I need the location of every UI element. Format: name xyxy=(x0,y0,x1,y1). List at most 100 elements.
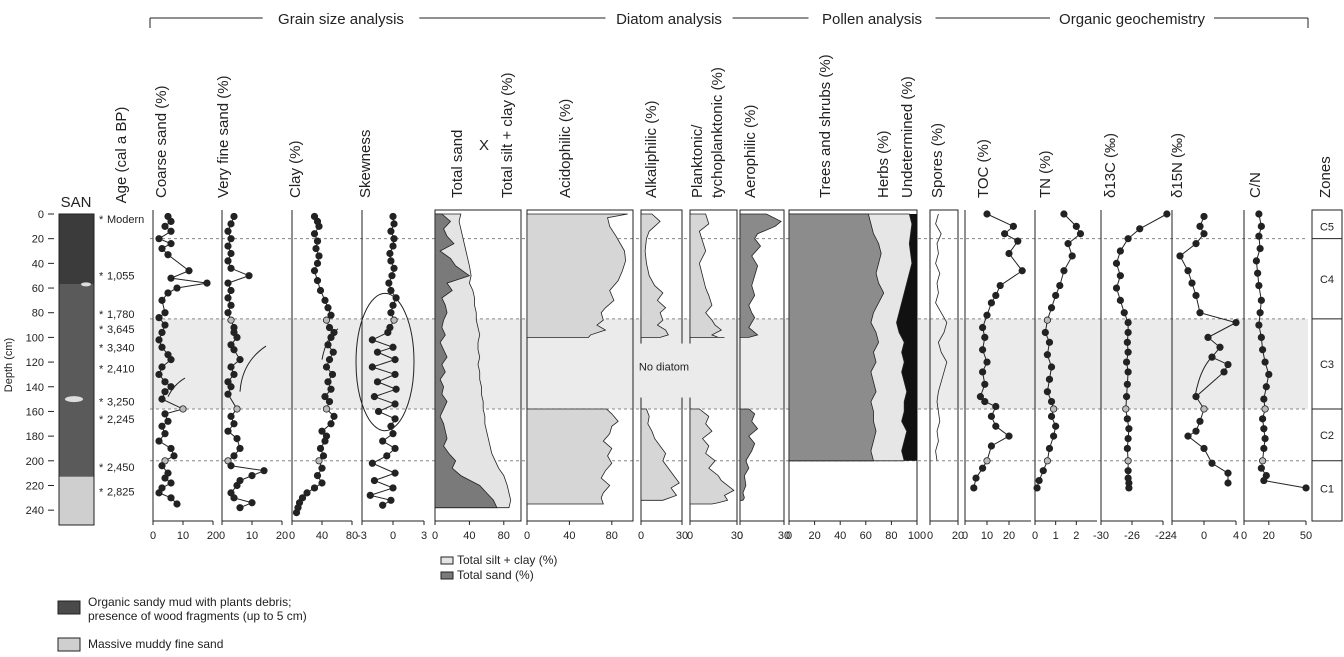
data-point xyxy=(233,481,241,490)
data-point xyxy=(164,289,172,297)
column-label: tychoplanktonic (%) xyxy=(709,67,726,198)
data-point xyxy=(167,217,175,226)
data-point xyxy=(1184,432,1192,440)
data-point xyxy=(387,257,395,265)
data-point xyxy=(158,343,166,351)
data-point xyxy=(970,484,978,492)
data-point xyxy=(391,400,399,408)
data-point xyxy=(1252,257,1261,265)
data-point xyxy=(981,333,989,341)
y-tick-label: 220 xyxy=(26,480,44,492)
panel-frame xyxy=(929,209,959,522)
x-tick-label: 0 xyxy=(219,530,225,542)
age-star: * xyxy=(99,397,104,409)
data-point xyxy=(230,494,238,502)
data-point xyxy=(158,363,166,371)
data-point xyxy=(1257,296,1265,304)
data-point xyxy=(1116,296,1124,304)
data-point xyxy=(1192,427,1200,435)
data-point xyxy=(227,235,235,243)
column-label: Planktonic/ xyxy=(689,124,706,198)
data-point xyxy=(390,316,398,324)
column-label: Trees and shrubs (%) xyxy=(817,54,834,198)
data-point xyxy=(1072,222,1080,230)
data-point xyxy=(386,249,394,258)
data-point xyxy=(370,476,378,485)
zone-bands xyxy=(150,238,1308,462)
data-point xyxy=(1047,397,1056,406)
y-axis-label: Depth (cm) xyxy=(3,338,15,392)
age-label: 3,645 xyxy=(107,324,135,336)
data-point xyxy=(315,222,323,230)
data-point xyxy=(390,220,398,228)
data-point xyxy=(1047,363,1056,371)
data-point xyxy=(1256,244,1264,253)
data-point xyxy=(173,284,181,292)
x-tick-label: 0 xyxy=(524,530,530,542)
data-point xyxy=(325,356,334,364)
data-point xyxy=(1224,479,1232,487)
data-point xyxy=(1122,405,1130,413)
data-point xyxy=(972,474,980,482)
age-star: * xyxy=(99,271,104,283)
data-point xyxy=(1064,240,1072,248)
data-point xyxy=(387,227,395,235)
data-point xyxy=(321,437,329,445)
wood-fragment xyxy=(65,396,83,403)
data-point xyxy=(1124,457,1132,465)
data-point xyxy=(155,437,163,445)
group-headers: Grain size analysis Diatom analysis Pollen… xyxy=(149,11,1309,28)
data-point xyxy=(1302,484,1310,492)
data-point xyxy=(1260,395,1268,403)
data-point xyxy=(978,368,987,376)
data-point xyxy=(385,279,393,287)
data-point xyxy=(167,227,175,235)
data-point xyxy=(1200,444,1208,453)
data-point xyxy=(227,249,235,258)
data-point xyxy=(224,257,232,265)
x-tick-label: 10 xyxy=(246,530,258,542)
data-point xyxy=(1005,432,1013,440)
data-point xyxy=(161,430,169,438)
data-point xyxy=(374,407,383,416)
x-tick-label: 0 xyxy=(1032,530,1038,542)
column-label: Herbs (%) xyxy=(875,130,892,198)
data-point xyxy=(158,395,166,403)
data-point xyxy=(321,393,329,401)
data-point xyxy=(1261,434,1269,443)
age-star: * xyxy=(99,214,104,226)
data-point xyxy=(1260,425,1268,433)
x-tick-label: 80 xyxy=(346,530,358,542)
data-point xyxy=(158,422,166,430)
data-point xyxy=(366,491,374,499)
y-tick-label: 160 xyxy=(26,406,44,418)
data-point xyxy=(1176,252,1184,260)
x-tick-label: 0 xyxy=(150,530,156,542)
data-point xyxy=(313,277,322,285)
data-point xyxy=(368,363,376,371)
data-point xyxy=(1050,405,1058,413)
data-point xyxy=(1005,249,1013,258)
data-point xyxy=(981,397,989,406)
zones-header: Zones xyxy=(1317,156,1334,198)
age-star: * xyxy=(99,309,104,321)
data-point xyxy=(373,348,382,356)
data-point xyxy=(1208,459,1216,467)
age-label: 1,055 xyxy=(107,271,135,283)
data-point xyxy=(303,489,311,497)
data-point xyxy=(227,316,235,324)
data-point xyxy=(978,464,987,472)
data-point xyxy=(167,479,175,487)
data-point xyxy=(1196,309,1204,317)
data-point xyxy=(391,356,399,364)
legend-label-organic-mud-2: presence of wood fragments (up to 5 cm) xyxy=(88,609,307,623)
series-line xyxy=(935,213,948,461)
data-point xyxy=(310,267,319,275)
data-point xyxy=(167,356,175,364)
data-point xyxy=(230,420,238,428)
legend-label-muddy-sand: Massive muddy fine sand xyxy=(88,637,223,651)
column-label: Alkaliphilic (%) xyxy=(643,100,660,198)
data-point xyxy=(1047,304,1056,312)
x-tick-label: 0 xyxy=(962,530,968,542)
